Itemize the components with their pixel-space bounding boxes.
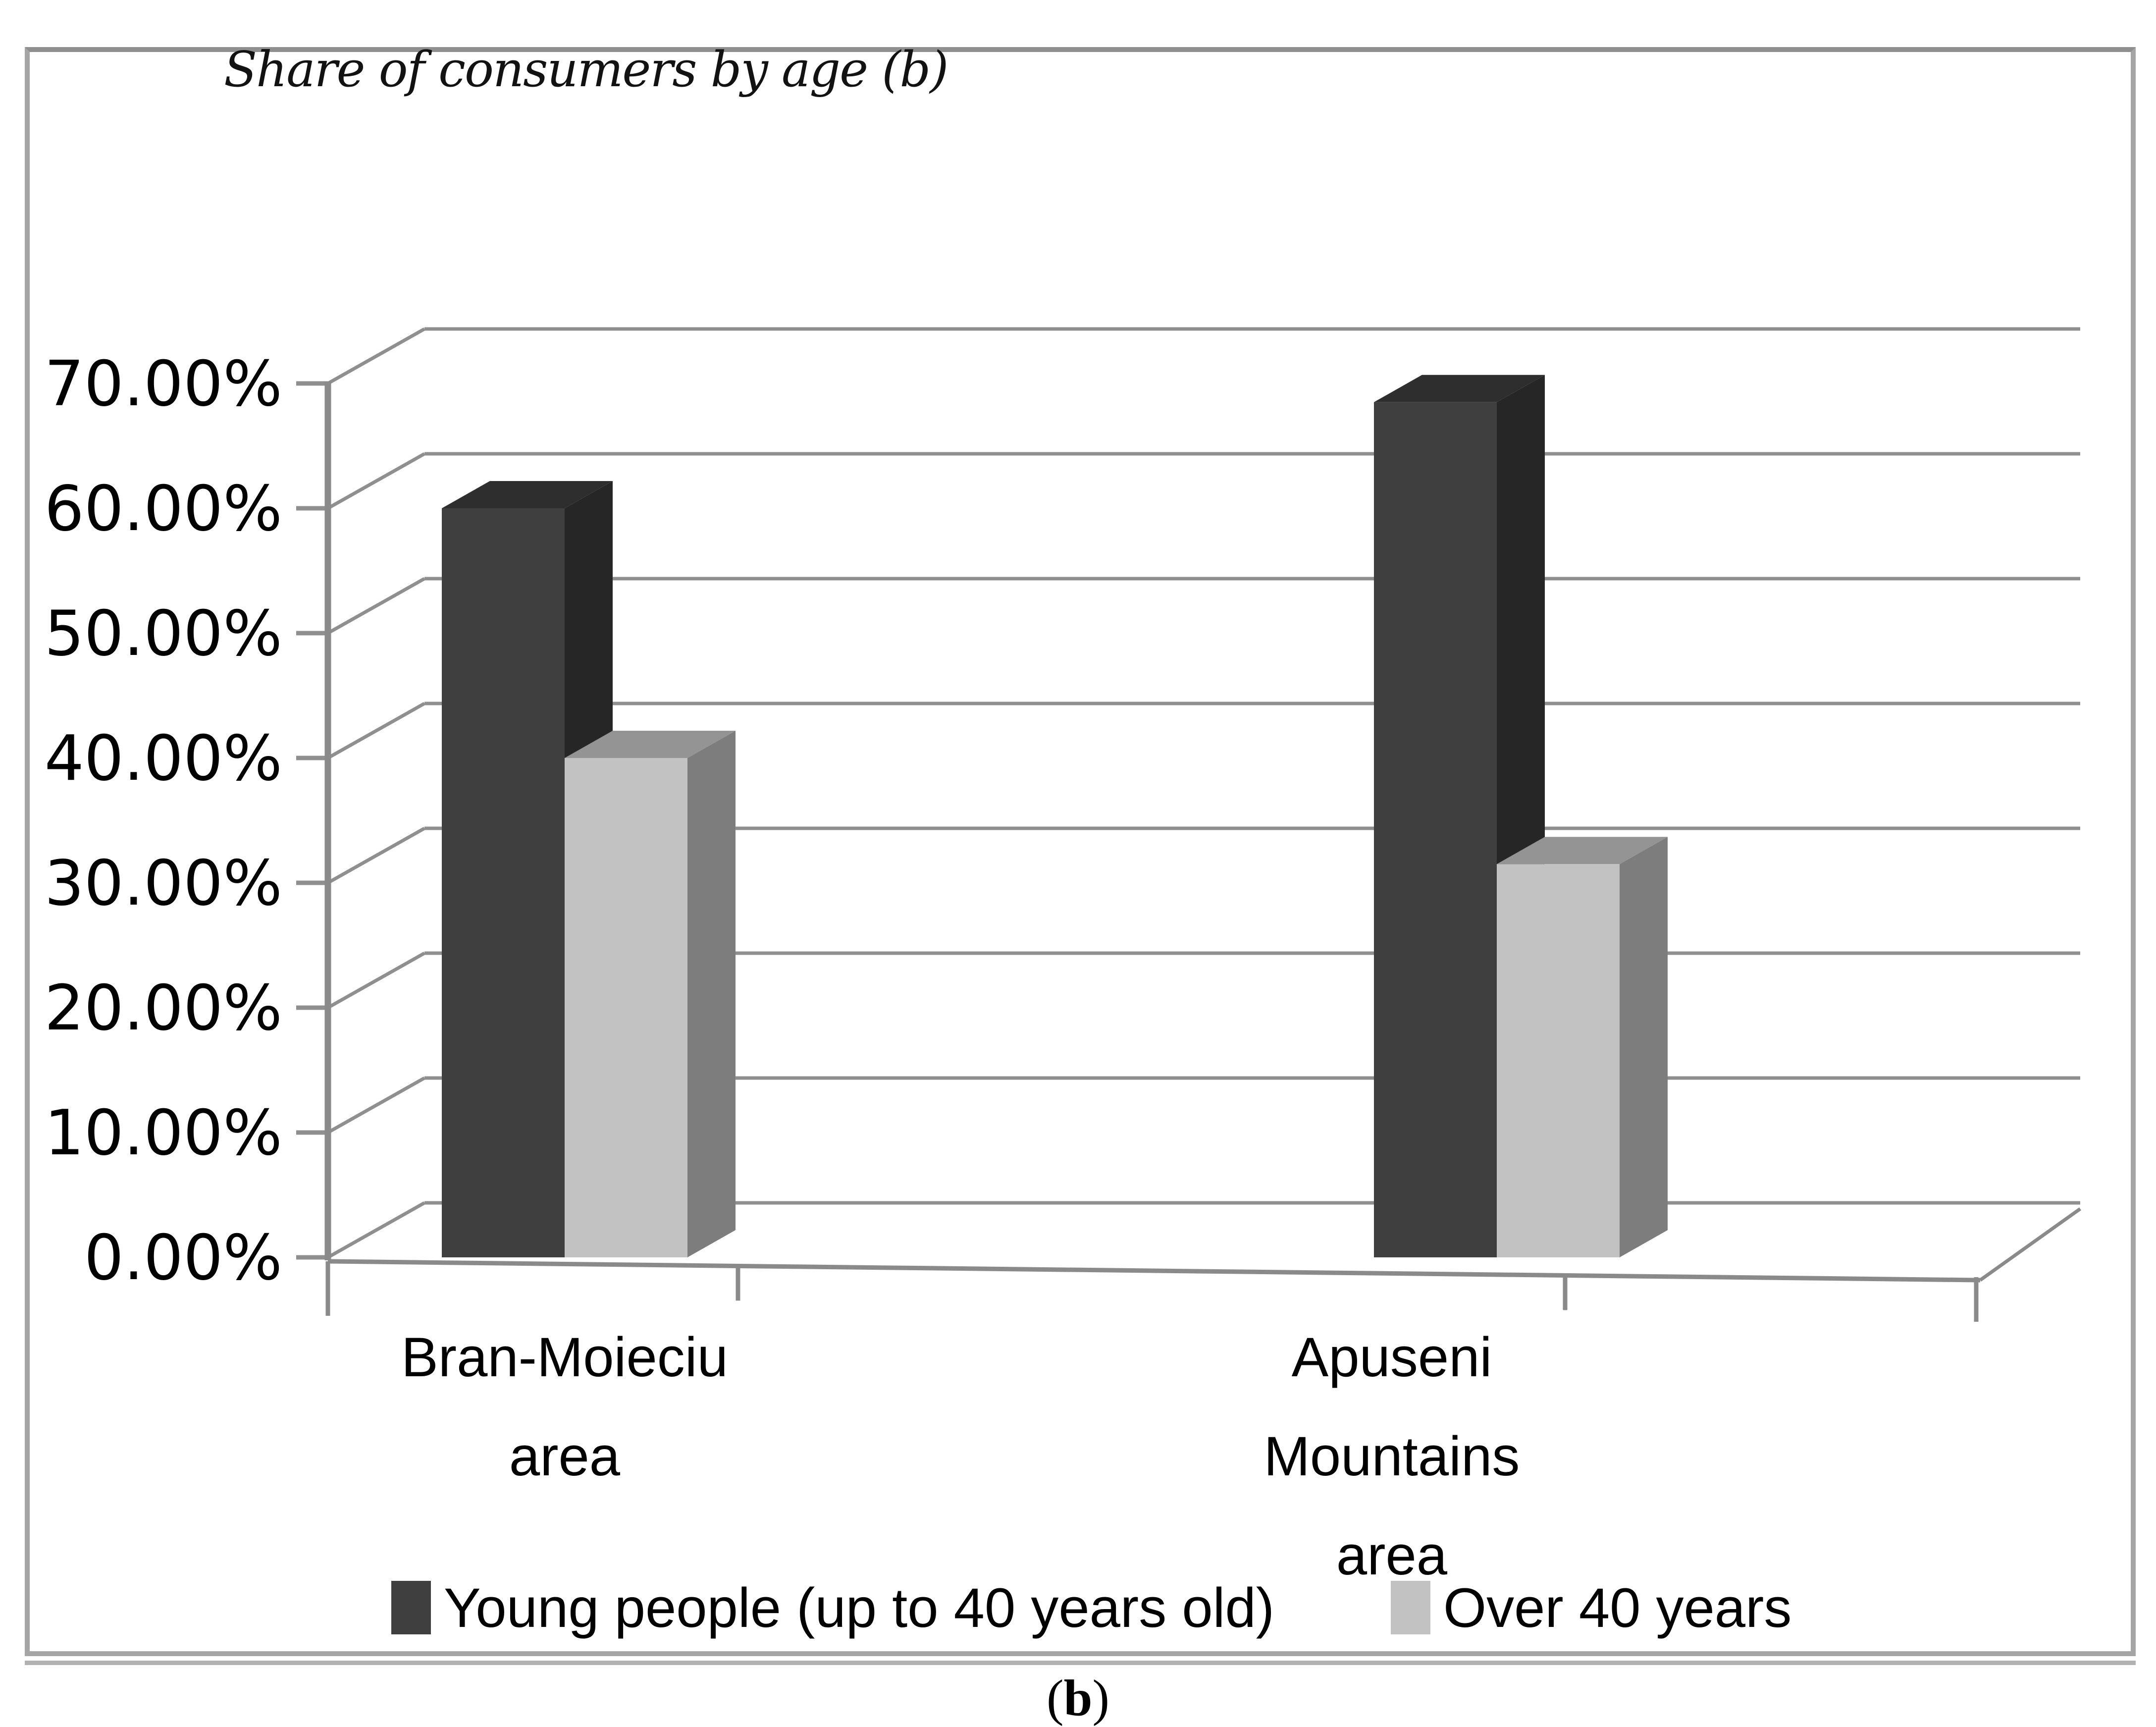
side-wall-gridline bbox=[327, 826, 425, 885]
y-axis-tick-label: 60.00% bbox=[45, 472, 282, 545]
category-axis-line bbox=[327, 1259, 1981, 1283]
y-axis-tick-label: 20.00% bbox=[45, 971, 282, 1044]
bar-front-face bbox=[565, 758, 687, 1257]
category-label-line: Bran-Moieciu bbox=[401, 1326, 728, 1388]
category-label-line: area bbox=[1336, 1524, 1448, 1586]
bar-young-people-cat1 bbox=[1374, 375, 1545, 1257]
bar-over-40-cat1 bbox=[1497, 837, 1668, 1257]
bar-front-face bbox=[442, 508, 565, 1257]
y-axis-tick-label: 50.00% bbox=[45, 597, 282, 670]
bar-over-40-cat0 bbox=[565, 731, 736, 1257]
legend-label-over-40: Over 40 years bbox=[1443, 1576, 1792, 1639]
legend-item-over-40: Over 40 years bbox=[1391, 1575, 1791, 1640]
category-label-apuseni: Apuseni Mountains area bbox=[996, 1308, 1788, 1605]
category-label-line: Apuseni bbox=[1291, 1326, 1492, 1388]
side-wall-gridline bbox=[327, 452, 425, 510]
bar-top-face bbox=[1497, 837, 1668, 864]
y-axis-tick-label: 40.00% bbox=[45, 722, 282, 795]
legend-swatch-young-people-icon bbox=[391, 1581, 431, 1634]
caption-letter: b bbox=[1063, 1670, 1093, 1727]
legend-label-young-people: Young people (up to 40 years old) bbox=[444, 1576, 1275, 1639]
floor-right-edge bbox=[1979, 1207, 2082, 1282]
side-wall-gridline bbox=[327, 577, 425, 635]
bar-front-face bbox=[1374, 402, 1497, 1257]
bar-front-face bbox=[1497, 864, 1620, 1257]
bar-side-face bbox=[687, 731, 736, 1257]
bar-top-face bbox=[1374, 375, 1545, 402]
bar-side-face bbox=[1620, 837, 1668, 1257]
side-wall-gridline bbox=[327, 1201, 425, 1259]
bottom-divider bbox=[25, 1661, 2136, 1665]
y-axis-tick-label: 10.00% bbox=[45, 1096, 282, 1169]
side-wall-gridline bbox=[327, 327, 425, 385]
caption-paren-close: ) bbox=[1092, 1670, 1110, 1727]
category-label-line: area bbox=[509, 1425, 621, 1487]
side-wall-gridline bbox=[327, 702, 425, 760]
caption-paren-open: ( bbox=[1046, 1670, 1064, 1727]
chart-frame bbox=[25, 47, 2136, 1656]
category-label-line: Mountains bbox=[1263, 1425, 1520, 1487]
chart-title: Share of consumers by age (b) bbox=[224, 42, 948, 98]
bar-top-face bbox=[442, 481, 613, 508]
side-wall-gridline bbox=[327, 951, 425, 1010]
y-axis-tick-label: 0.00% bbox=[84, 1221, 282, 1294]
y-axis-tick-label: 30.00% bbox=[45, 847, 282, 919]
legend-item-young-people: Young people (up to 40 years old) bbox=[391, 1575, 1274, 1640]
category-label-bran-moieciu: Bran-Moieciu area bbox=[168, 1308, 961, 1506]
bar-top-face bbox=[565, 731, 736, 758]
y-axis-tick-label: 70.00% bbox=[45, 347, 282, 420]
figure-caption: (b) bbox=[0, 1669, 2156, 1727]
side-wall-gridline bbox=[327, 1076, 425, 1134]
legend-swatch-over-40-icon bbox=[1391, 1581, 1430, 1634]
